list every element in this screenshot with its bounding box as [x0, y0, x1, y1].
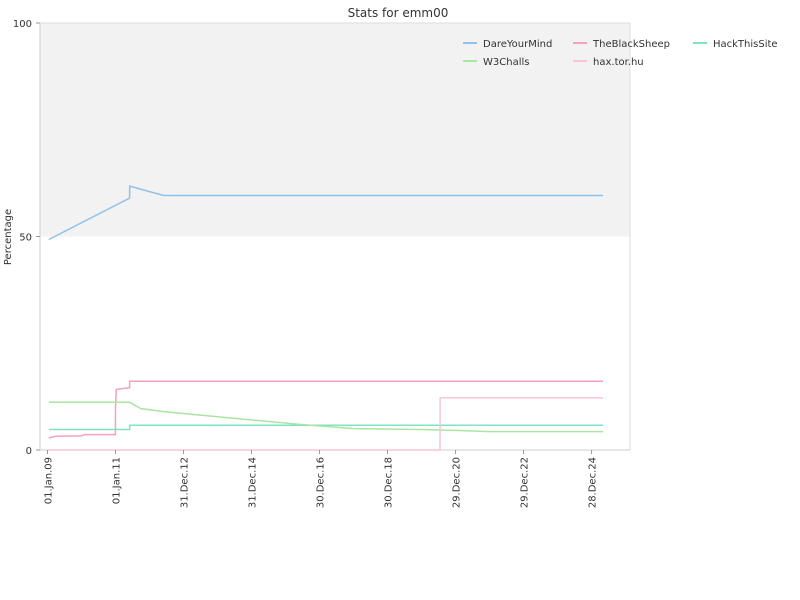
- series-line: [48, 380, 604, 439]
- legend-label: HackThisSite: [713, 39, 778, 50]
- legend: DareYourMind TheBlackSheep HackThisSite W3C…: [463, 39, 778, 68]
- legend-item: W3Challs: [463, 57, 529, 68]
- series-line: [48, 185, 604, 241]
- x-tick-label: 30.Dec.18: [384, 457, 395, 508]
- plot-area: [39, 22, 631, 451]
- legend-item: hax.tor.hu: [573, 57, 644, 68]
- legend-label: hax.tor.hu: [593, 57, 644, 68]
- x-tick-label: 01.Jan.11: [112, 457, 123, 504]
- shaded-band: [40, 23, 630, 237]
- chart-title: Stats for emm00: [348, 6, 449, 20]
- series-line: [48, 397, 604, 451]
- legend-item: HackThisSite: [693, 39, 778, 50]
- x-tick-label: 29.Dec.22: [520, 457, 531, 508]
- y-axis-label: Percentage: [3, 209, 14, 265]
- legend-item: TheBlackSheep: [573, 39, 670, 50]
- legend-item: DareYourMind: [463, 39, 552, 50]
- y-tick-label: 0: [26, 446, 32, 457]
- y-tick-label: 100: [13, 19, 32, 30]
- legend-label: DareYourMind: [483, 39, 552, 50]
- series-lines: [48, 185, 604, 451]
- series-line: [48, 401, 604, 433]
- x-tick-label: 28.Dec.24: [588, 457, 599, 508]
- legend-label: W3Challs: [483, 57, 529, 68]
- axes: 0 50 100 01.Jan.09 01.Jan.11 31.Dec.12 31.Dec.…: [13, 19, 599, 508]
- y-tick-label: 50: [19, 233, 32, 244]
- x-tick-label: 31.Dec.14: [248, 457, 259, 508]
- x-tick-label: 29.Dec.20: [452, 457, 463, 508]
- series-line: [48, 424, 604, 431]
- x-tick-label: 01.Jan.09: [44, 457, 55, 504]
- legend-label: TheBlackSheep: [592, 39, 670, 50]
- x-tick-label: 31.Dec.12: [180, 457, 191, 508]
- x-tick-label: 30.Dec.16: [316, 457, 327, 508]
